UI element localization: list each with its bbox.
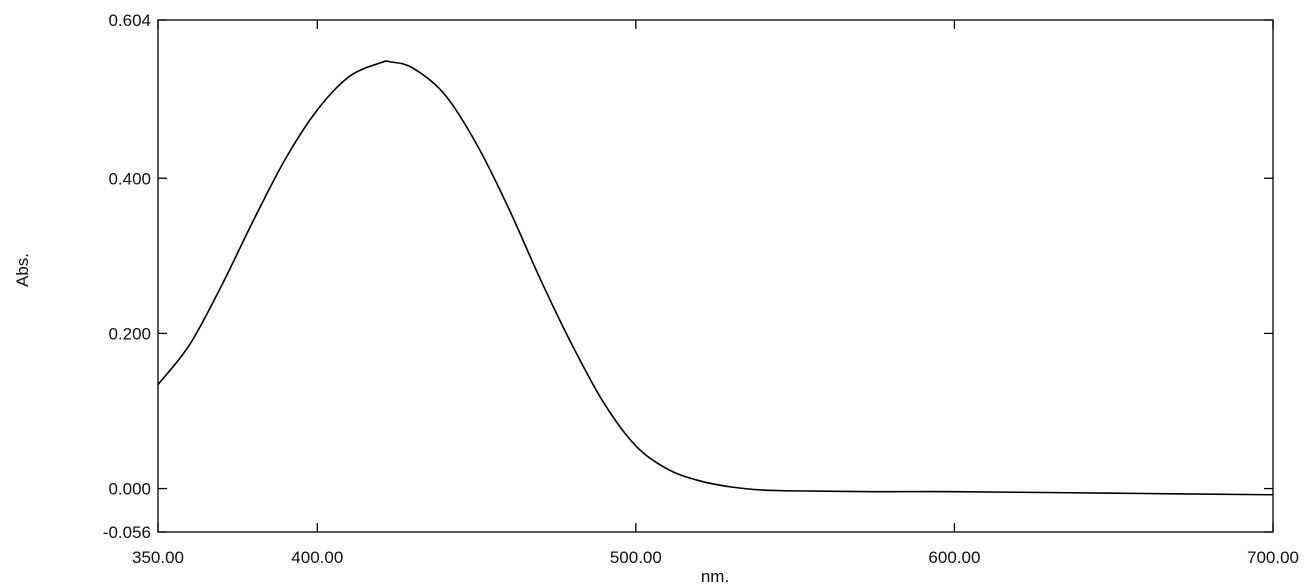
x-tick-label: 500.00 — [610, 548, 662, 567]
y-tick-label: 0.200 — [108, 324, 151, 343]
y-tick-label: 0.400 — [108, 169, 151, 188]
x-tick-label: 400.00 — [291, 548, 343, 567]
y-tick-label: -0.056 — [103, 523, 151, 542]
y-tick-label: 0.604 — [108, 11, 151, 30]
spectrum-line — [157, 60, 1274, 496]
x-tick-label: 600.00 — [928, 548, 980, 567]
plot-frame — [157, 19, 1274, 533]
x-tick-label: 350.00 — [132, 548, 184, 567]
x-tick-label: 700.00 — [1247, 548, 1299, 567]
y-tick-label: 0.000 — [108, 480, 151, 499]
x-axis-label: nm. — [701, 567, 729, 586]
tick-labels: 350.00 400.00 500.00 600.00 700.00 -0.056 0.00… — [103, 11, 1299, 567]
axis-ticks — [157, 19, 1274, 533]
y-axis-label: Abs. — [13, 253, 32, 287]
